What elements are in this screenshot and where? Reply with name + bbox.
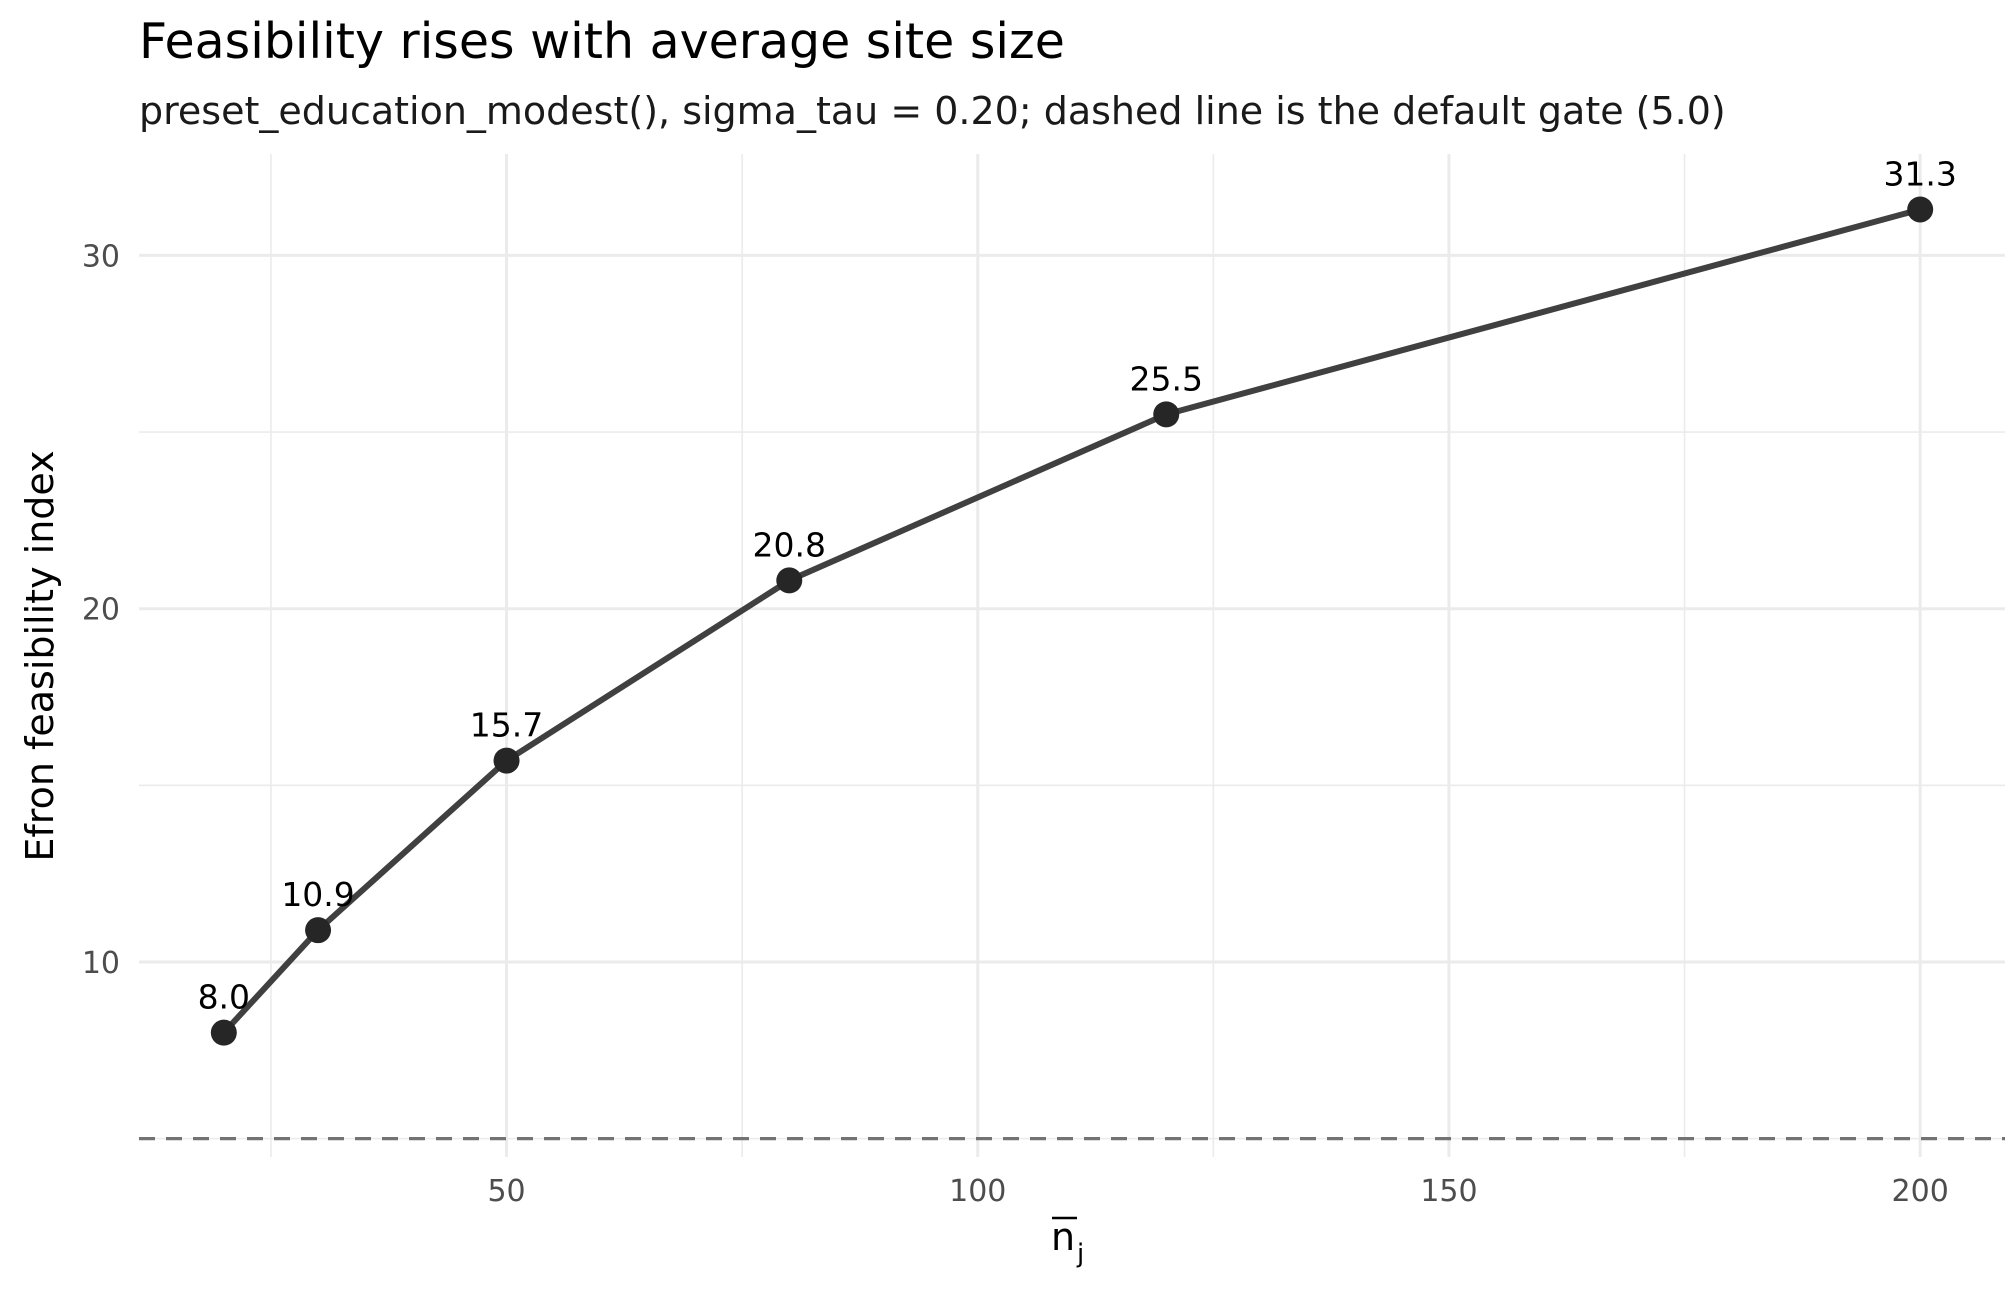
data-point bbox=[305, 917, 332, 944]
x-tick-label: 200 bbox=[1892, 1174, 1949, 1209]
data-label: 31.3 bbox=[1883, 154, 1956, 193]
x-axis-title: n j bbox=[1051, 1215, 1084, 1269]
x-tick-label: 100 bbox=[949, 1174, 1006, 1209]
y-tick-label: 10 bbox=[82, 946, 120, 981]
series-line bbox=[221, 206, 1921, 1035]
data-label: 20.8 bbox=[753, 525, 826, 564]
data-point bbox=[493, 747, 520, 774]
y-tick-label: 20 bbox=[82, 593, 120, 628]
data-label-layer: 8.0 10.9 15.7 20.8 25.5 31.3 bbox=[198, 154, 1957, 1016]
data-label: 8.0 bbox=[198, 978, 250, 1017]
x-tick-label: 50 bbox=[487, 1174, 525, 1209]
tick-label-layer: 50 100 150 200 10 20 30 bbox=[82, 239, 1949, 1209]
data-point bbox=[1153, 401, 1180, 428]
x-axis-title-subscript: j bbox=[1076, 1239, 1084, 1269]
x-tick-label: 150 bbox=[1420, 1174, 1477, 1209]
grid bbox=[139, 154, 2005, 1157]
data-point bbox=[210, 1019, 237, 1046]
data-label: 25.5 bbox=[1130, 359, 1203, 398]
series-layer bbox=[210, 196, 1934, 1046]
y-tick-label: 30 bbox=[82, 239, 120, 274]
chart-subtitle: preset_education_modest(), sigma_tau = 0… bbox=[139, 89, 1726, 133]
chart-title: Feasibility rises with average site size bbox=[139, 13, 1065, 70]
data-point bbox=[776, 567, 803, 594]
data-label: 15.7 bbox=[470, 706, 543, 745]
data-label: 10.9 bbox=[281, 875, 354, 914]
data-point bbox=[1907, 196, 1934, 223]
y-axis-title: Efron feasibility index bbox=[18, 450, 62, 861]
x-axis-title-base: n bbox=[1051, 1215, 1075, 1259]
